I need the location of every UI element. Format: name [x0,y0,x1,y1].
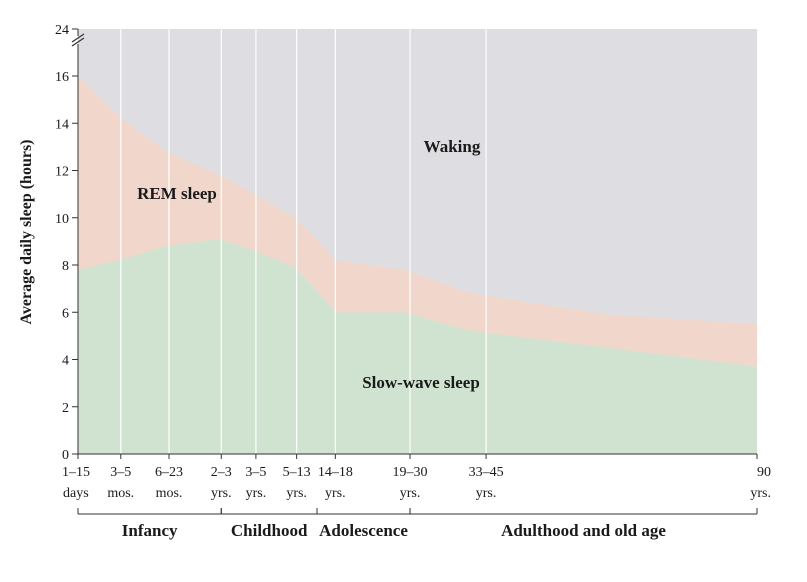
x-tick-label-unit: yrs. [246,486,267,501]
stage-label: Adulthood and old age [501,521,666,540]
text-layer: Average daily sleep (hours) Waking REM s… [18,23,771,501]
x-tick-label: 2–3 [211,465,232,480]
x-tick-label: 1–15 [62,465,90,480]
y-tick-label: 2 [62,401,69,416]
y-tick-label: 14 [55,117,69,132]
slow-wave-region-label: Slow-wave sleep [362,373,480,392]
y-tick-label: 16 [55,70,69,85]
y-tick-label: 6 [62,306,69,321]
x-tick-label-unit: yrs. [211,486,232,501]
y-tick-label: 0 [62,448,69,463]
x-tick-label-unit: days [63,486,89,501]
x-tick-label-unit: yrs. [325,486,346,501]
y-tick-label-top: 24 [55,23,69,38]
stage-brackets: Infancy Childhood Adolescence Adulthood and… [77,508,758,540]
y-tick-label: 12 [55,165,69,180]
x-tick-label: 5–13 [283,465,311,480]
x-tick-label: 90 [757,465,771,480]
waking-region-label: Waking [424,137,481,156]
stage-label: Adolescence [319,521,408,540]
x-tick-label-unit: yrs. [400,486,421,501]
x-tick-label-unit: yrs. [750,486,771,501]
y-tick-label: 10 [55,212,69,227]
rem-region-label: REM sleep [137,184,217,203]
stage-label: Infancy [122,521,178,540]
x-tick-label-unit: mos. [107,486,134,501]
x-tick-label: 33–45 [469,465,504,480]
x-tick-label: 19–30 [393,465,428,480]
x-tick-label: 6–23 [155,465,183,480]
axis-break-mark [71,37,85,47]
x-tick-label: 14–18 [318,465,353,480]
x-tick-label-unit: yrs. [286,486,307,501]
slow-wave-area [78,239,757,454]
y-tick-label: 8 [62,259,69,274]
y-tick-label: 4 [62,354,69,369]
x-tick-label: 3–5 [110,465,131,480]
area-layer [78,29,757,454]
stage-label: Childhood [231,521,308,540]
x-tick-label: 3–5 [245,465,266,480]
x-tick-label-unit: mos. [156,486,183,501]
axes-layer [71,28,758,459]
axis-break-mark [71,33,85,43]
y-axis-label: Average daily sleep (hours) [18,139,35,324]
x-tick-label-unit: yrs. [476,486,497,501]
grid-layer [120,29,487,454]
